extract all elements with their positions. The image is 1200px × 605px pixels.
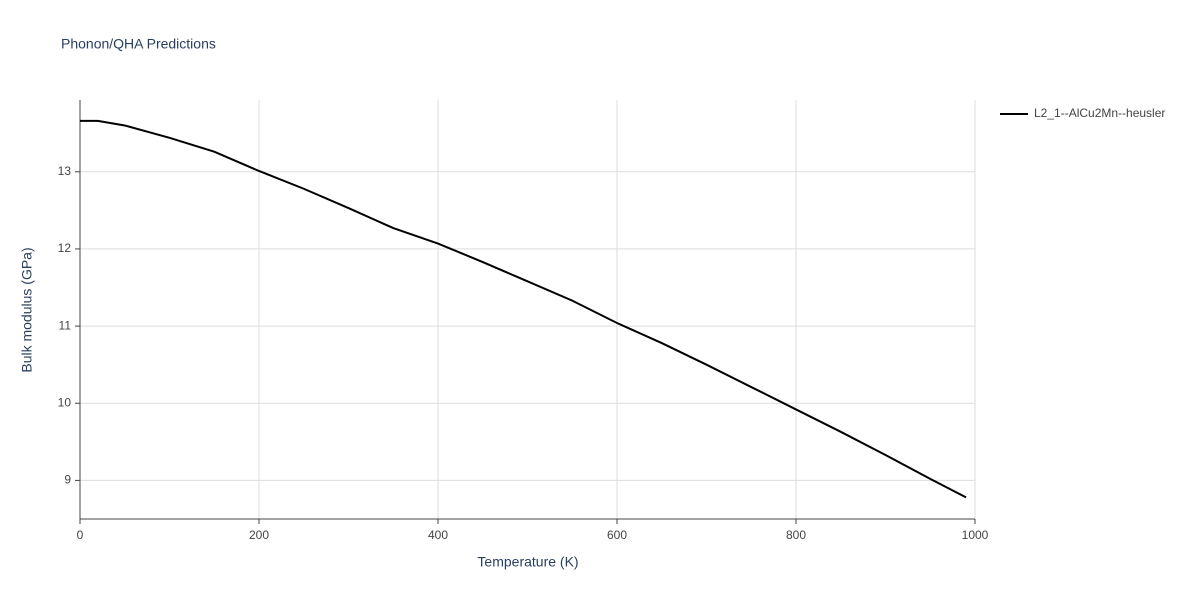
y-tick-label: 13	[58, 164, 72, 178]
x-tick-label: 0	[77, 528, 84, 542]
x-tick-label: 600	[607, 528, 627, 542]
x-tick-label: 1000	[962, 528, 989, 542]
x-tick-label: 400	[428, 528, 448, 542]
legend-label: L2_1--AlCu2Mn--heusler	[1034, 106, 1165, 120]
y-tick-label: 12	[58, 241, 72, 255]
x-tick-label: 200	[249, 528, 269, 542]
x-axis-title: Temperature (K)	[477, 554, 578, 570]
x-tick-label: 800	[786, 528, 806, 542]
y-tick-label: 10	[58, 395, 72, 409]
chart-title: Phonon/QHA Predictions	[61, 36, 216, 52]
data-line	[80, 119, 967, 499]
y-tick-label: 9	[64, 473, 71, 487]
y-tick-label: 11	[59, 318, 72, 332]
y-axis-title: Bulk modulus (GPa)	[19, 247, 35, 372]
